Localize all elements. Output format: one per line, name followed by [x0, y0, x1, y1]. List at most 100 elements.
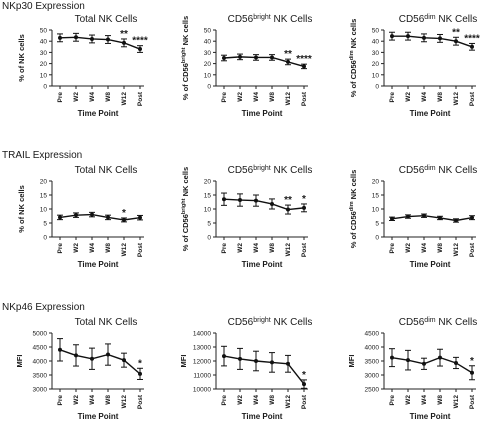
chart-title-main: Total NK Cells — [75, 14, 138, 25]
x-axis-label: Time Point — [410, 260, 451, 269]
y-axis-label: % of CD56bright NK cells — [181, 167, 190, 251]
y-tick-label: 0 — [43, 84, 47, 91]
data-point — [270, 201, 274, 206]
chart-title-main: Total NK Cells — [75, 317, 138, 328]
y-axis-label: % of CD56dim NK cells — [349, 170, 358, 249]
x-tick-label: W12 — [285, 243, 292, 257]
y-tick-label: 20 — [40, 61, 48, 68]
data-point — [302, 64, 306, 69]
data-point — [406, 214, 410, 219]
data-point — [270, 360, 274, 365]
chart-title-main: CD56 — [399, 165, 425, 176]
chart-title-sup: dim — [424, 14, 435, 21]
x-tick-label: W4 — [253, 395, 260, 405]
x-tick-label: W4 — [421, 243, 428, 253]
y-axis-label-part: MFI — [15, 355, 24, 368]
y-tick-label: 50 — [204, 28, 212, 35]
x-tick-label: Pre — [221, 92, 228, 103]
chart-title-sup: bright — [253, 165, 271, 172]
data-point — [470, 370, 474, 375]
data-point — [222, 354, 226, 359]
y-tick-label: 4500 — [33, 345, 48, 352]
data-point — [270, 55, 274, 60]
x-tick-label: Post — [301, 394, 308, 409]
y-tick-label: 5 — [43, 221, 47, 228]
y-axis-label-part: % of CD56 — [181, 63, 190, 100]
x-tick-label: Pre — [57, 243, 64, 254]
y-tick-label: 10 — [40, 207, 48, 214]
chart-title-sup: dim — [424, 165, 435, 172]
chart-panel-0: Total NK Cells 0 10 20 30 40 50 Pre W2 W4 W8 W12 Pos… — [17, 14, 148, 118]
y-axis-label-part: MFI — [179, 355, 188, 368]
x-tick-label: W2 — [405, 243, 412, 253]
data-point — [286, 207, 290, 212]
data-point — [470, 44, 474, 49]
data-point — [422, 361, 426, 366]
y-tick-label: 0 — [43, 235, 47, 242]
series-line — [223, 355, 305, 385]
x-tick-label: W2 — [405, 92, 412, 102]
data-point — [390, 216, 394, 221]
x-tick-label: W2 — [73, 92, 80, 102]
chart-title-main: Total NK Cells — [75, 165, 138, 176]
data-point — [238, 54, 242, 59]
y-tick-label: 4000 — [365, 345, 380, 352]
y-tick-label: 5 — [375, 221, 379, 228]
y-tick-label: 10 — [204, 207, 212, 214]
y-tick-label: 20 — [204, 61, 212, 68]
x-tick-label: Pre — [389, 92, 396, 103]
y-tick-label: 40 — [40, 39, 48, 46]
y-tick-label: 50 — [40, 28, 48, 35]
y-tick-label: 30 — [372, 50, 380, 57]
y-axis-label-part: NK cells — [181, 167, 190, 199]
significance-label: * — [302, 194, 306, 205]
x-tick-label: W2 — [237, 395, 244, 405]
series-line — [59, 36, 141, 50]
chart-panel-7: CD56bright NK Cells 10000 11000 12000 13000 1… — [179, 317, 312, 422]
x-tick-label: W8 — [437, 243, 444, 253]
y-tick-label: 10 — [40, 72, 48, 79]
data-point — [302, 382, 306, 387]
chart-title-main: CD56 — [228, 14, 254, 25]
x-tick-label: Post — [301, 242, 308, 257]
series-line — [59, 349, 141, 375]
x-axis-label: Time Point — [242, 260, 283, 269]
y-tick-label: 20 — [372, 179, 380, 186]
series-line — [59, 213, 141, 221]
y-tick-label: 10 — [204, 72, 212, 79]
x-tick-label: W2 — [73, 243, 80, 253]
x-tick-label: Pre — [221, 395, 228, 406]
significance-label: ** — [284, 195, 292, 206]
chart-title: CD56bright NK Cells — [228, 14, 313, 26]
data-point — [58, 35, 62, 40]
y-tick-label: 13000 — [193, 345, 211, 352]
y-axis-label-part: MFI — [347, 355, 356, 368]
y-tick-label: 40 — [372, 39, 380, 46]
x-tick-label: W4 — [89, 92, 96, 102]
x-tick-label: Pre — [389, 243, 396, 254]
significance-label: * — [122, 208, 126, 219]
y-tick-label: 30 — [204, 50, 212, 57]
data-point — [58, 347, 62, 352]
chart-title-suffix: NK Cells — [271, 317, 313, 328]
y-axis-label-part: % of CD56 — [349, 211, 358, 248]
data-point — [470, 215, 474, 220]
x-tick-label: Pre — [57, 92, 64, 103]
chart-panel-8: CD56dim NK Cells 2500 3000 3500 4000 4500 Pre W… — [347, 317, 477, 422]
data-point — [90, 212, 94, 217]
series-line — [392, 35, 473, 48]
x-tick-label: Pre — [389, 395, 396, 406]
chart-title-suffix: NK Cells — [436, 14, 478, 25]
x-tick-label: W12 — [121, 395, 128, 409]
y-axis-label-part: dim — [349, 50, 355, 60]
x-tick-label: W8 — [437, 92, 444, 102]
y-axis-label: % of CD56bright NK cells — [181, 16, 190, 100]
x-tick-label: W8 — [105, 243, 112, 253]
x-tick-label: W8 — [269, 92, 276, 102]
x-tick-label: Post — [469, 394, 476, 409]
data-point — [422, 35, 426, 40]
data-point — [438, 36, 442, 41]
y-tick-label: 0 — [207, 235, 211, 242]
